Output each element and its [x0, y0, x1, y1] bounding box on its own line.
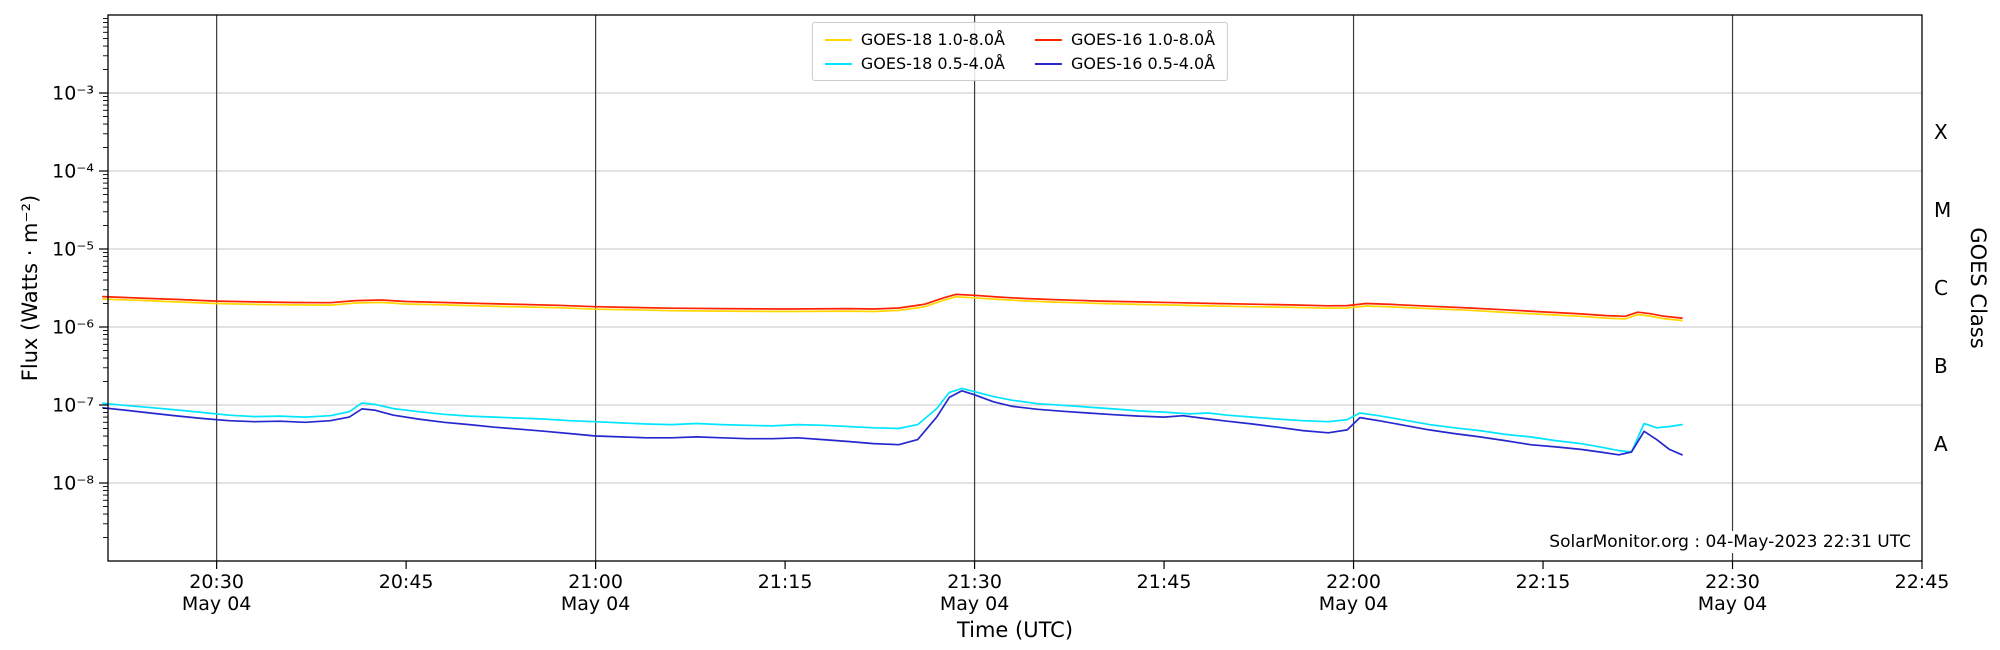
legend-item: GOES-16 0.5-4.0Å	[1035, 54, 1215, 73]
x-tick-label: 20:30	[189, 571, 244, 593]
x-tick-date-label: May 04	[182, 593, 252, 615]
series-line-GOES-18-1.0-8.0Å	[102, 295, 1683, 322]
x-tick-label: 21:15	[758, 571, 813, 593]
legend-line-swatch	[1035, 38, 1062, 41]
y-tick-label: 10⁻⁶	[52, 317, 94, 339]
legend: GOES-18 1.0-8.0Å GOES-18 0.5-4.0Å GOES-16 …	[811, 22, 1229, 81]
legend-label: GOES-18 1.0-8.0Å	[860, 30, 1005, 49]
goes-class-letter: A	[1934, 432, 1948, 456]
goes-class-letter: B	[1934, 354, 1948, 378]
y-tick-label: 10⁻⁷	[52, 395, 94, 417]
x-tick-date-label: May 04	[561, 593, 631, 615]
legend-label: GOES-16 1.0-8.0Å	[1071, 30, 1216, 49]
series-line-GOES-18-0.5-4.0Å	[102, 387, 1683, 453]
x-axis-label: Time (UTC)	[956, 618, 1074, 642]
legend-item: GOES-16 1.0-8.0Å	[1035, 30, 1215, 49]
legend-label: GOES-16 0.5-4.0Å	[1071, 54, 1216, 73]
y-tick-label: 10⁻³	[52, 83, 94, 105]
legend-label: GOES-18 0.5-4.0Å	[860, 54, 1005, 73]
goes-class-letter: X	[1934, 120, 1948, 144]
x-tick-label: 22:45	[1895, 571, 1950, 593]
x-tick-label: 20:45	[379, 571, 434, 593]
x-tick-label: 22:15	[1516, 571, 1571, 593]
right-axis-label: GOES Class	[1966, 227, 1990, 349]
y-tick-label: 10⁻⁵	[52, 239, 94, 261]
y-axis-label: Flux (Watts · m⁻²)	[18, 194, 42, 382]
x-tick-label: 21:45	[1137, 571, 1192, 593]
goes-class-letter: C	[1934, 276, 1948, 300]
legend-item: GOES-18 0.5-4.0Å	[824, 54, 1005, 73]
legend-line-swatch	[824, 62, 852, 65]
x-tick-date-label: May 04	[1698, 593, 1768, 615]
y-tick-label: 10⁻⁴	[52, 161, 94, 183]
legend-line-swatch	[1035, 62, 1062, 65]
x-tick-label: 22:00	[1326, 571, 1381, 593]
axes-frame	[107, 14, 1923, 562]
goes-class-letter: M	[1934, 198, 1951, 222]
x-tick-date-label: May 04	[1319, 593, 1389, 615]
x-tick-label: 22:30	[1705, 571, 1760, 593]
legend-line-swatch	[824, 38, 852, 41]
watermark-text: SolarMonitor.org : 04-May-2023 22:31 UTC	[1544, 531, 1916, 553]
series-line-GOES-16-0.5-4.0Å	[102, 389, 1683, 456]
legend-item: GOES-18 1.0-8.0Å	[824, 30, 1005, 49]
x-tick-date-label: May 04	[940, 593, 1010, 615]
y-tick-label: 10⁻⁸	[52, 473, 94, 495]
series-line-GOES-16-1.0-8.0Å	[102, 293, 1683, 319]
x-tick-label: 21:30	[947, 571, 1002, 593]
x-tick-label: 21:00	[568, 571, 623, 593]
